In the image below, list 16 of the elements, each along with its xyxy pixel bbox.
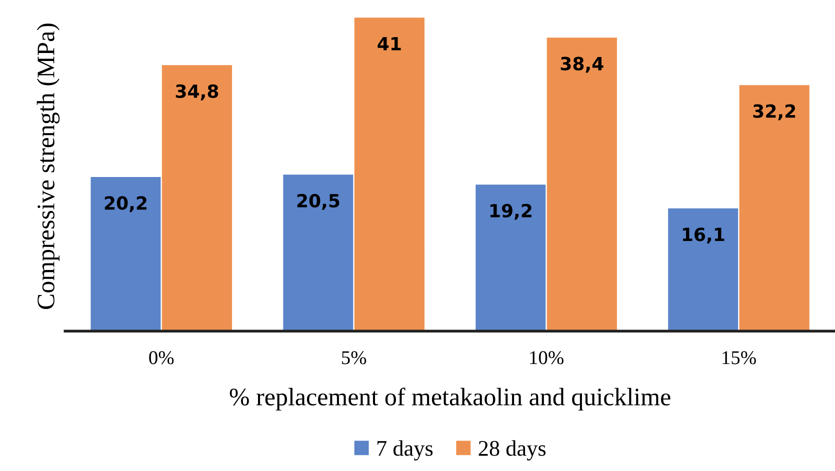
data-label: 41 xyxy=(378,37,401,50)
data-label: 20,5 xyxy=(297,194,340,210)
x-tick-label: 10% xyxy=(530,351,564,364)
data-label: 20,2 xyxy=(104,196,146,212)
data-label: 34,8 xyxy=(176,84,218,100)
legend-label: 7 days xyxy=(377,440,433,460)
x-tick-label: 0% xyxy=(149,351,174,364)
x-axis-title: % replacement of metakaolin and quicklime xyxy=(230,388,670,411)
x-tick-label: 15% xyxy=(722,351,756,364)
data-label: 19,2 xyxy=(490,204,532,220)
x-tick-label: 5% xyxy=(342,351,366,364)
data-label: 32,2 xyxy=(753,104,796,120)
legend-label: 28 days xyxy=(478,440,546,460)
data-label: 38,4 xyxy=(560,56,604,73)
data-label: 16,1 xyxy=(682,228,724,244)
y-axis-title: Compressive strength (MPa) xyxy=(36,24,60,309)
